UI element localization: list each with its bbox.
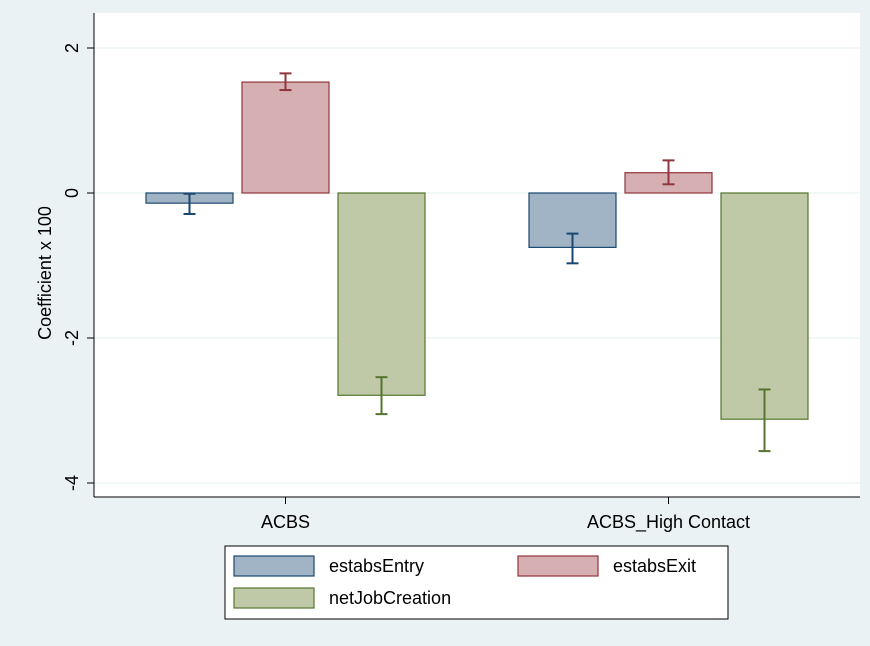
- axes: 2 0 -2 -4 ACBS ACBS_High Contact: [62, 13, 860, 533]
- y-tick-label: 2: [62, 43, 82, 53]
- y-axis-label: Coefficient x 100: [35, 206, 55, 340]
- y-tick-label: -2: [62, 330, 82, 346]
- y-tick-label: -4: [62, 475, 82, 491]
- bar-netJobCreation: [720, 192, 809, 420]
- bar-estabsExit: [241, 81, 330, 194]
- bar-netJobCreation: [337, 192, 426, 396]
- bars: [145, 72, 809, 453]
- legend-swatch: [233, 555, 315, 577]
- legend-label: estabsEntry: [329, 556, 424, 576]
- y-tick-label: 0: [62, 188, 82, 198]
- x-tick-label: ACBS_High Contact: [587, 512, 750, 533]
- x-tick-label: ACBS: [261, 512, 310, 532]
- legend-label: netJobCreation: [329, 588, 451, 608]
- legend: estabsEntry estabsExit netJobCreation: [224, 545, 729, 620]
- legend-label: estabsExit: [613, 556, 696, 576]
- legend-swatch: [517, 555, 599, 577]
- legend-swatch: [233, 587, 315, 609]
